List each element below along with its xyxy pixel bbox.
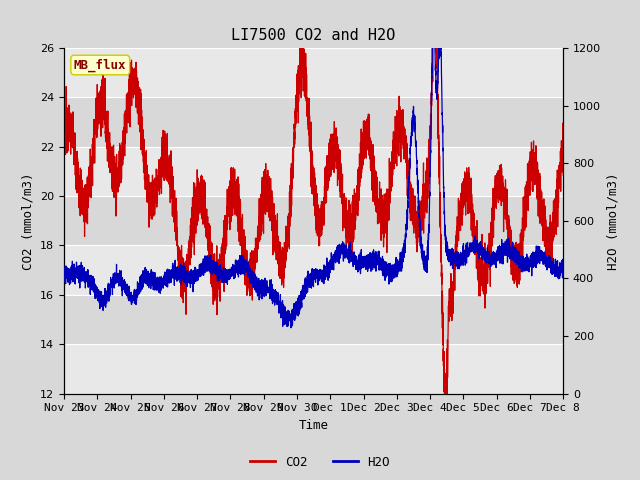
Bar	[64, 97, 563, 147]
Text: MB_flux: MB_flux	[74, 59, 127, 72]
Bar	[64, 147, 563, 196]
Y-axis label: H2O (mmol/m3): H2O (mmol/m3)	[607, 172, 620, 270]
Legend: CO2, H2O: CO2, H2O	[245, 451, 395, 474]
Y-axis label: CO2 (mmol/m3): CO2 (mmol/m3)	[22, 172, 35, 270]
Bar	[64, 245, 563, 295]
Bar	[64, 48, 563, 97]
Title: LI7500 CO2 and H2O: LI7500 CO2 and H2O	[232, 28, 396, 43]
X-axis label: Time: Time	[299, 419, 328, 432]
Bar	[64, 295, 563, 344]
Bar	[64, 344, 563, 394]
Bar	[64, 196, 563, 245]
